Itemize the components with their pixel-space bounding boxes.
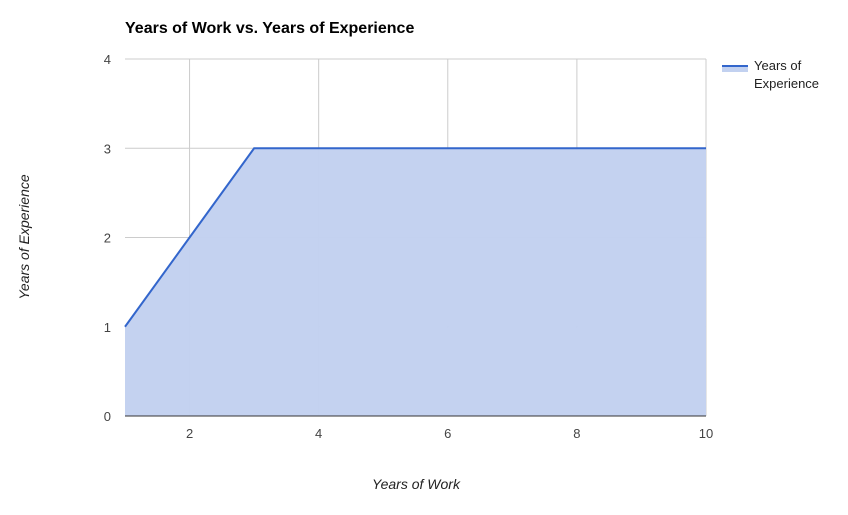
x-tick-label: 10 xyxy=(699,426,713,441)
y-tick-label: 3 xyxy=(104,141,111,156)
series-area-layer xyxy=(124,147,706,416)
legend-swatch-fill xyxy=(722,67,748,72)
y-tick-label: 2 xyxy=(104,231,111,246)
legend: Years of Experience xyxy=(722,58,819,91)
y-tick-label: 0 xyxy=(104,409,111,424)
series-line xyxy=(124,147,706,328)
legend-label-line-1: Years of xyxy=(754,58,802,73)
x-tick-label: 4 xyxy=(315,426,322,441)
y-tick-label: 1 xyxy=(104,320,111,335)
y-axis-ticks: 0 1 2 3 4 xyxy=(104,52,111,424)
x-tick-label: 2 xyxy=(186,426,193,441)
x-axis-label: Years of Work xyxy=(372,476,461,492)
chart-title: Years of Work vs. Years of Experience xyxy=(125,20,414,37)
x-tick-label: 8 xyxy=(573,426,580,441)
y-axis-label: Years of Experience xyxy=(16,174,32,300)
series-area-fill xyxy=(125,148,706,416)
x-axis-ticks: 2 4 6 8 10 xyxy=(186,426,713,441)
x-tick-label: 6 xyxy=(444,426,451,441)
y-tick-label: 4 xyxy=(104,52,111,67)
legend-label-line-2: Experience xyxy=(754,76,819,91)
